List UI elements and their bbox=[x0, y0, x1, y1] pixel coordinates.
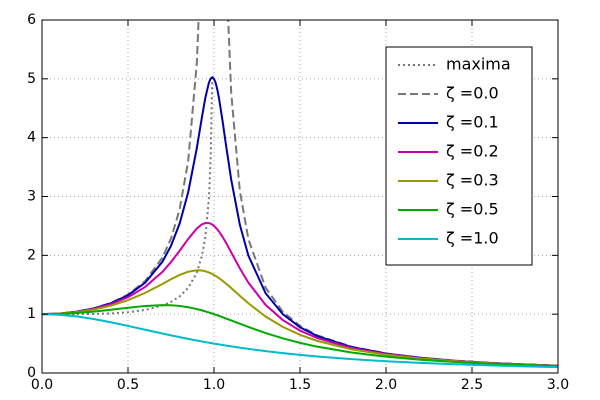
y-tick-label: 2 bbox=[27, 247, 36, 263]
x-tick-label: 3.0 bbox=[547, 377, 569, 393]
plot-lines bbox=[42, 20, 558, 369]
legend-label: ζ =0.5 bbox=[446, 200, 499, 219]
legend-label: ζ =0.0 bbox=[446, 84, 499, 103]
series-line bbox=[42, 269, 558, 367]
x-tick-label: 2.0 bbox=[375, 377, 397, 393]
series-line bbox=[42, 313, 558, 369]
legend-label: maxima bbox=[446, 55, 511, 74]
series-line bbox=[42, 304, 558, 368]
y-tick-label: 5 bbox=[27, 71, 36, 87]
y-tick-label: 6 bbox=[27, 12, 36, 28]
y-tick-label: 3 bbox=[27, 189, 36, 205]
y-tick-label: 1 bbox=[27, 306, 36, 322]
x-tick-label: 2.5 bbox=[461, 377, 483, 393]
ticks: 0.0 0.5 1.0 1.5 2.0 2.5 3.0 0 1 2 3 4 5 6 bbox=[27, 12, 569, 393]
y-tick-label: 4 bbox=[27, 130, 36, 146]
x-tick-label: 0.5 bbox=[117, 377, 139, 393]
legend: maxima ζ =0.0 ζ =0.1 ζ =0.2 ζ =0.3 ζ =0.5 ζ =1… bbox=[385, 46, 533, 266]
legend-label: ζ =0.3 bbox=[446, 171, 499, 190]
y-tick-label: 0 bbox=[27, 365, 36, 381]
series-line bbox=[42, 222, 558, 367]
legend-box bbox=[385, 46, 533, 266]
legend-label: ζ =0.1 bbox=[446, 113, 499, 132]
legend-label: ζ =1.0 bbox=[446, 229, 499, 248]
series-line bbox=[42, 20, 558, 367]
x-tick-label: 1.0 bbox=[203, 377, 225, 393]
x-tick-label: 1.5 bbox=[289, 377, 311, 393]
x-tick-label: 0.0 bbox=[31, 377, 53, 393]
legend-label: ζ =0.2 bbox=[446, 142, 499, 161]
